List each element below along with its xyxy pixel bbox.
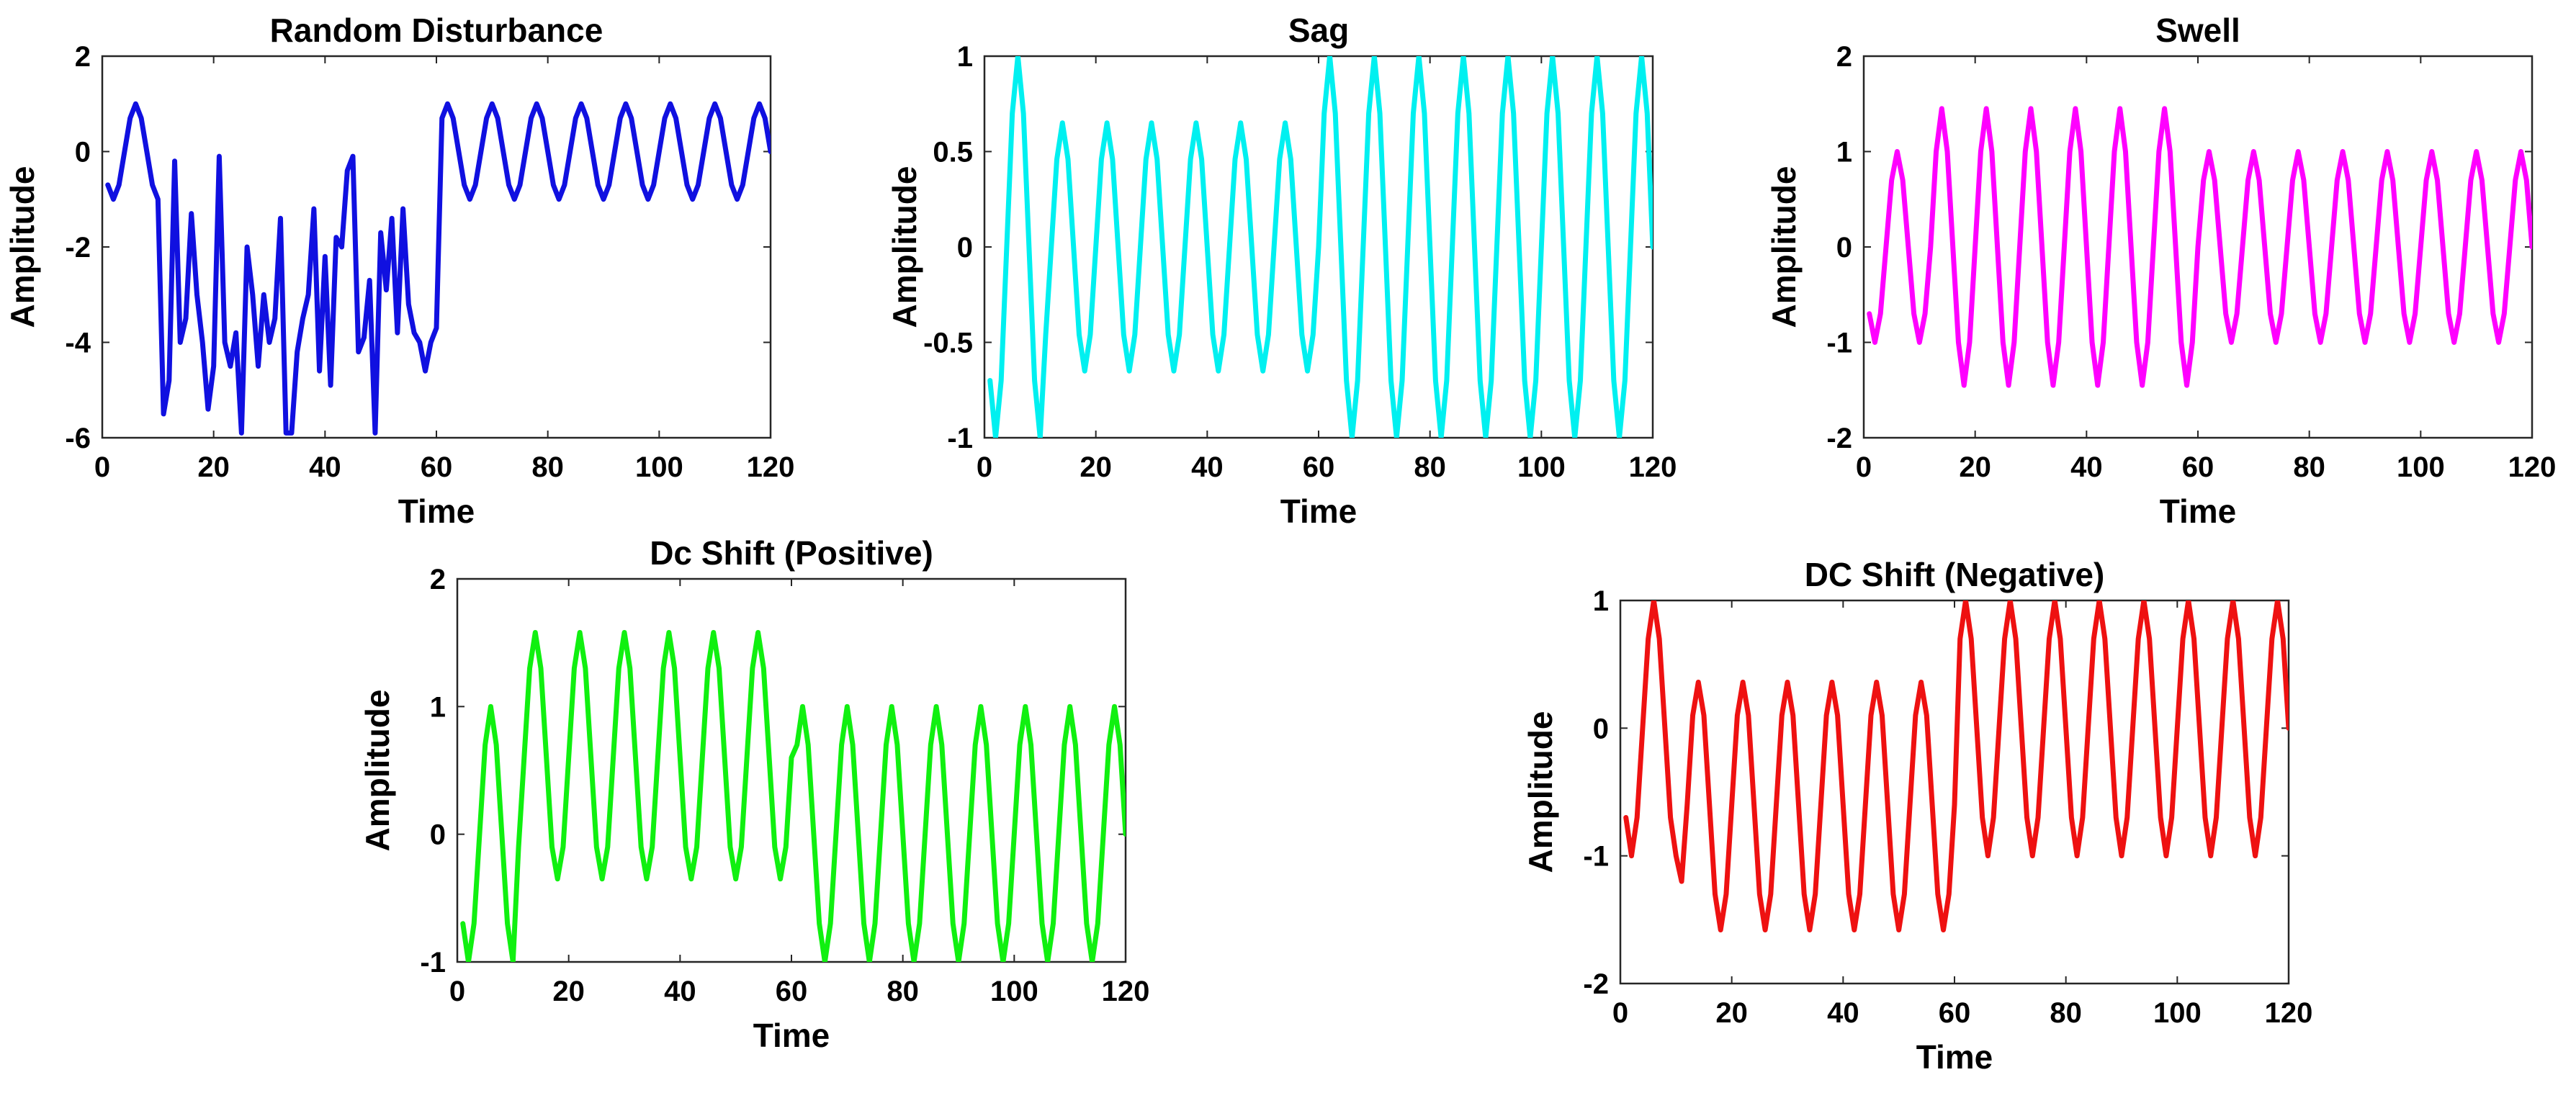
chart-random-disturbance: 0 20 40 60 80 100 120 -6 -4 -2 0 2 Random Disturbanc… [4, 12, 794, 530]
chart-swell: 0 20 40 60 80 100 120 -2 -1 0 1 2 Swell Time Amplitude [1765, 12, 2556, 530]
y-axis-label: Amplitude [359, 690, 396, 852]
x-tick-label: 60 [1939, 997, 1971, 1029]
x-tick-label: 120 [747, 451, 795, 483]
y-axis-label: Amplitude [4, 166, 41, 328]
series-line-dc-shift-positive [460, 629, 1126, 962]
x-tick-label: 40 [2070, 451, 2103, 483]
x-tick-label: 100 [990, 976, 1038, 1007]
y-tick-label: 0 [957, 232, 973, 264]
x-tick-label: 0 [1612, 997, 1628, 1029]
y-tick-label: 2 [1836, 41, 1852, 73]
x-tick-label: 0 [1856, 451, 1872, 483]
x-tick-label: 40 [664, 976, 696, 1007]
x-tick-label: 20 [197, 451, 230, 483]
y-tick-label: 0 [1836, 232, 1852, 264]
x-tick-label: 60 [1303, 451, 1335, 483]
x-tick-label: 80 [2293, 451, 2325, 483]
series-line-swell [1867, 106, 2532, 388]
series-line-sag [987, 56, 1653, 438]
x-tick-label: 20 [1080, 451, 1112, 483]
series-line-dc-shift-negative [1623, 600, 2289, 933]
y-tick-label: 0 [75, 137, 91, 168]
x-tick-label: 80 [1414, 451, 1446, 483]
x-tick-label: 100 [2153, 997, 2202, 1029]
x-tick-label: 100 [2397, 451, 2445, 483]
x-tick-label: 100 [1517, 451, 1566, 483]
x-tick-label: 20 [1715, 997, 1748, 1029]
chart-title: Dc Shift (Positive) [650, 534, 933, 572]
y-tick-label: -1 [947, 423, 973, 454]
y-tick-label: -6 [65, 423, 91, 454]
x-tick-label: 120 [2508, 451, 2557, 483]
y-tick-label: 1 [957, 41, 973, 73]
y-tick-label: 0 [430, 819, 446, 851]
x-tick-label: 20 [552, 976, 585, 1007]
series-line-random-disturbance [105, 101, 771, 436]
chart-title: DC Shift (Negative) [1805, 556, 2105, 593]
x-tick-label: 60 [421, 451, 453, 483]
y-tick-label: -1 [420, 947, 446, 978]
y-tick-label: -4 [65, 328, 91, 359]
y-axis-label: Amplitude [886, 166, 923, 328]
x-tick-label: 40 [1827, 997, 1859, 1029]
x-axis-label: Time [2160, 492, 2237, 530]
x-tick-label: 80 [887, 976, 919, 1007]
x-tick-label: 60 [2182, 451, 2214, 483]
x-tick-label: 0 [449, 976, 465, 1007]
x-tick-label: 80 [531, 451, 564, 483]
y-tick-label: -0.5 [923, 328, 973, 359]
chart-sag: 0 20 40 60 80 100 120 -1 -0.5 0 0.5 1 Sag Time Amplitu… [886, 12, 1677, 530]
chart-title: Sag [1288, 12, 1349, 49]
x-tick-label: 120 [1102, 976, 1150, 1007]
x-axis-label: Time [1916, 1038, 1993, 1076]
y-tick-label: -2 [1826, 423, 1852, 454]
y-axis-label: Amplitude [1522, 711, 1559, 873]
y-axis-label: Amplitude [1765, 166, 1803, 328]
y-tick-label: -2 [65, 232, 91, 264]
x-tick-label: 20 [1959, 451, 1991, 483]
y-tick-label: 1 [430, 691, 446, 723]
x-axis-label: Time [398, 492, 475, 530]
y-tick-label: 1 [1593, 585, 1609, 617]
y-tick-label: 2 [430, 564, 446, 595]
y-tick-label: 1 [1836, 137, 1852, 168]
x-tick-label: 0 [977, 451, 992, 483]
x-tick-label: 40 [309, 451, 341, 483]
y-tick-label: 0 [1593, 713, 1609, 744]
x-tick-label: 60 [776, 976, 808, 1007]
chart-dc-shift-negative: 0 20 40 60 80 100 120 -2 -1 0 1 DC Shift (Negative)… [1522, 556, 2312, 1076]
y-tick-label: -1 [1826, 328, 1852, 359]
chart-title: Random Disturbance [270, 12, 603, 49]
y-tick-label: -1 [1583, 841, 1609, 873]
x-tick-label: 120 [2265, 997, 2313, 1029]
chart-title: Swell [2155, 12, 2240, 49]
y-tick-label: -2 [1583, 968, 1609, 1000]
x-axis-label: Time [753, 1017, 830, 1054]
y-tick-label: 0.5 [933, 137, 973, 168]
x-tick-label: 80 [2050, 997, 2082, 1029]
x-tick-label: 0 [94, 451, 110, 483]
y-tick-label: 2 [75, 41, 91, 73]
x-tick-label: 100 [635, 451, 683, 483]
x-tick-label: 40 [1191, 451, 1224, 483]
x-axis-label: Time [1280, 492, 1357, 530]
x-tick-label: 120 [1629, 451, 1677, 483]
